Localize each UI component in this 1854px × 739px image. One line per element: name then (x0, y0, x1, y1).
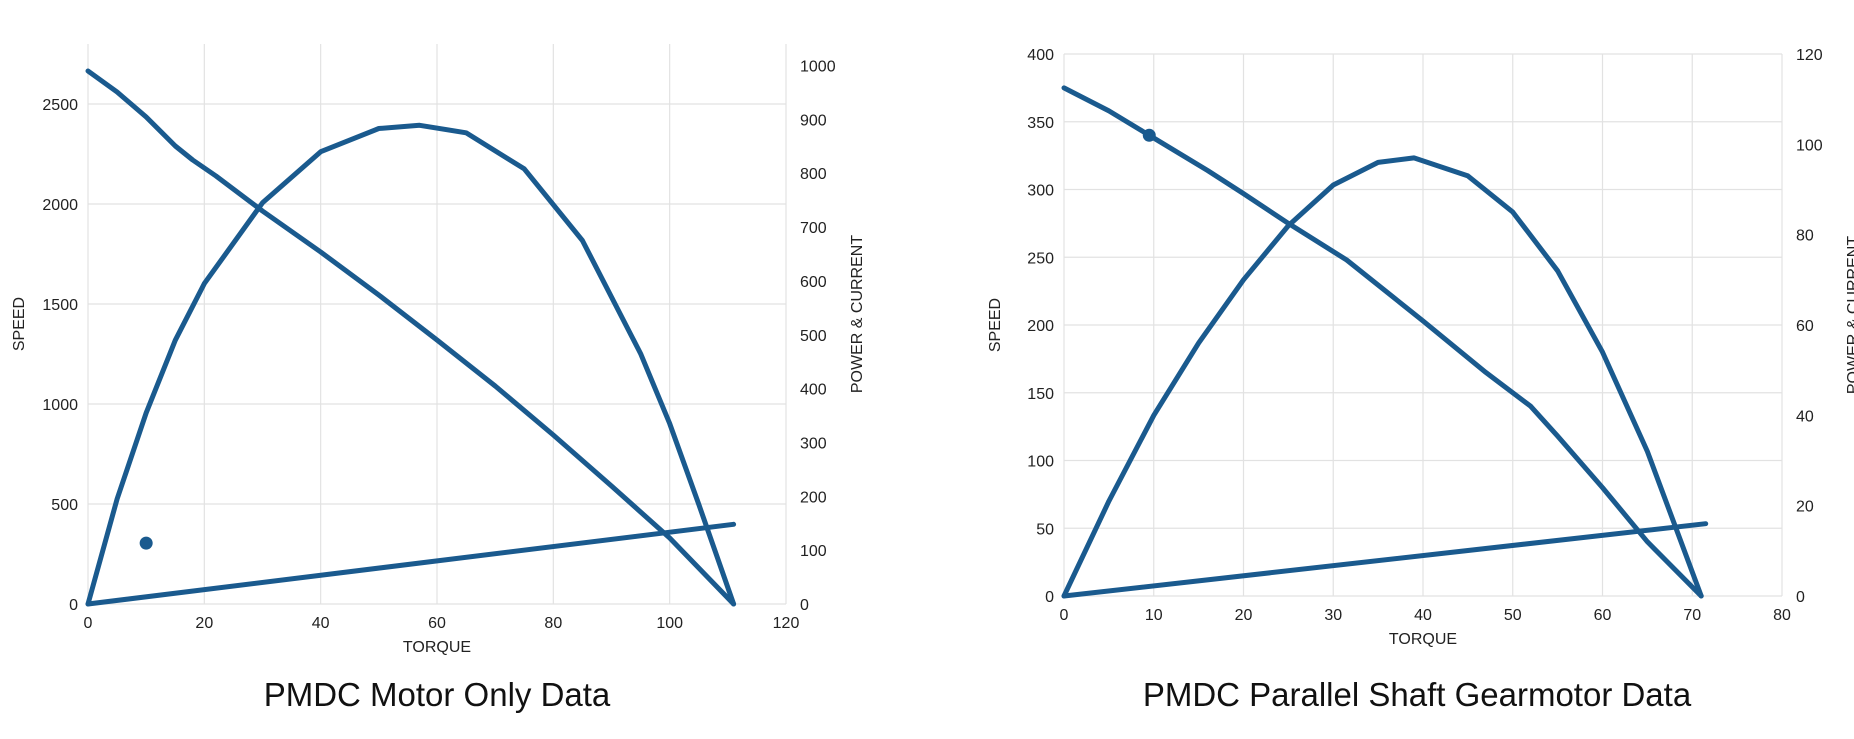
y2-tick-label: 1000 (800, 59, 836, 76)
y2-tick-label: 900 (800, 112, 827, 129)
x-tick-label: 80 (1773, 607, 1791, 624)
data-point-marker (139, 536, 153, 550)
y2-tick-label: 600 (800, 274, 827, 291)
x-axis-label: TORQUE (1389, 631, 1457, 648)
chart-caption: PMDC Motor Only Data (264, 676, 611, 713)
power-curve (1061, 155, 1704, 599)
y-tick-label: 300 (1027, 183, 1054, 200)
current-line (85, 521, 737, 607)
y2-tick-label: 200 (800, 489, 827, 506)
y-tick-label: 500 (51, 497, 78, 514)
x-tick-label: 0 (84, 615, 93, 632)
y2-tick-label: 100 (800, 543, 827, 560)
y-tick-label: 150 (1027, 386, 1054, 403)
x-tick-label: 40 (1414, 607, 1432, 624)
y2-tick-label: 400 (800, 382, 827, 399)
y-tick-label: 200 (1027, 318, 1054, 335)
x-tick-label: 70 (1683, 607, 1701, 624)
x-tick-label: 60 (428, 615, 446, 632)
x-tick-label: 60 (1594, 607, 1612, 624)
y2-tick-label: 40 (1796, 408, 1814, 425)
y2-tick-label: 120 (1796, 47, 1823, 64)
y-tick-label: 2000 (42, 197, 78, 214)
y2-tick-label: 300 (800, 435, 827, 452)
y-tick-label: 100 (1027, 454, 1054, 471)
chart-caption: PMDC Parallel Shaft Gearmotor Data (1143, 676, 1692, 713)
y2-tick-label: 20 (1796, 499, 1814, 516)
speed-curve (85, 68, 737, 607)
chart-1: 0 20 40 60 80 100 1200500100015002000250001002… (11, 44, 866, 713)
x-tick-label: 0 (1060, 607, 1069, 624)
y-tick-label: 2500 (42, 97, 78, 114)
y2-tick-label: 500 (800, 328, 827, 345)
x-axis-label: TORQUE (403, 639, 471, 656)
y2-tick-label: 700 (800, 220, 827, 237)
x-tick-label: 120 (773, 615, 800, 632)
x-tick-label: 20 (1235, 607, 1253, 624)
y-tick-label: 1500 (42, 297, 78, 314)
x-tick-label: 30 (1324, 607, 1342, 624)
x-tick-label: 50 (1504, 607, 1522, 624)
power-curve (85, 122, 737, 607)
x-tick-label: 40 (312, 615, 330, 632)
x-tick-label: 20 (195, 615, 213, 632)
x-tick-label: 10 (1145, 607, 1163, 624)
y-axis-label: SPEED (11, 297, 28, 351)
y2-tick-label: 800 (800, 166, 827, 183)
y-tick-label: 50 (1036, 521, 1054, 538)
y2-axis-label: POWER & CURRENT (1845, 236, 1854, 394)
data-point-marker (1142, 128, 1156, 142)
x-tick-label: 80 (544, 615, 562, 632)
y2-tick-label: 0 (800, 597, 809, 614)
y-tick-label: 400 (1027, 47, 1054, 64)
speed-curve (1061, 85, 1704, 599)
y2-tick-label: 80 (1796, 228, 1814, 245)
x-tick-label: 100 (656, 615, 683, 632)
current-line (1061, 521, 1709, 599)
y2-tick-label: 100 (1796, 137, 1823, 154)
y-axis-label: SPEED (987, 298, 1004, 352)
y-tick-label: 1000 (42, 397, 78, 414)
chart-2: 0 10 20 30 40 50 60 70 8005010015020025030035040… (987, 47, 1854, 713)
y-tick-label: 0 (1045, 589, 1054, 606)
y2-axis-label: POWER & CURRENT (849, 235, 866, 393)
y-tick-label: 0 (69, 597, 78, 614)
y2-tick-label: 0 (1796, 589, 1805, 606)
y-tick-label: 250 (1027, 250, 1054, 267)
y-tick-label: 350 (1027, 115, 1054, 132)
y2-tick-label: 60 (1796, 318, 1814, 335)
